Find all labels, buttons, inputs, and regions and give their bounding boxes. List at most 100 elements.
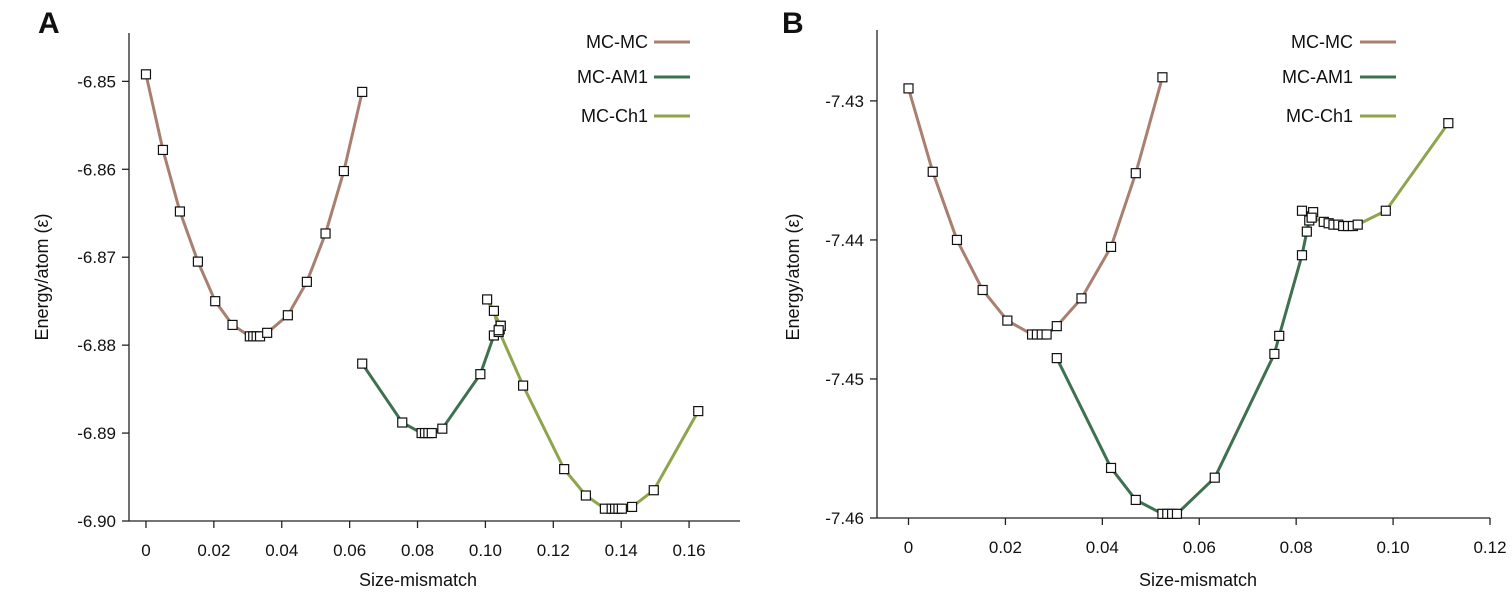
panel-b-markers-mc-mc [903, 72, 1168, 340]
panel-a-point-mc-ch1 [580, 490, 591, 501]
panel-a: A -6.85 -6.86 -6.87 -6.88 -6.89 -6.90 0 0.02 0.… [32, 7, 740, 590]
panel-a-x-tick-label: 0.16 [673, 541, 706, 560]
panel-b-point-mc-mc [977, 284, 988, 296]
panel-b-point-mc-mc [927, 166, 938, 177]
panel-b-point-mc-ch1 [1296, 205, 1308, 216]
panel-a-point-mc-ch1 [626, 501, 638, 513]
panel-b-y-ticks: -7.43 -7.44 -7.45 -7.46 [825, 92, 877, 528]
panel-b-markers-mc-ch1 [1296, 118, 1454, 232]
panel-a-markers-mc-ch1 [482, 294, 704, 514]
panel-a-legend: MC-MC MC-AM1 MC-Ch1 [577, 32, 690, 126]
panel-a-point-mc-mc [282, 310, 293, 321]
panel-a-point-mc-ch1 [616, 503, 627, 514]
panel-b-point-mc-am1 [1105, 462, 1117, 474]
panel-a-line-mc-am1 [360, 324, 503, 435]
panel-a-y-tick-label: -6.90 [77, 512, 116, 531]
panel-b-line-mc-am1 [1055, 210, 1315, 516]
panel-b-point-mc-ch1 [1443, 118, 1454, 129]
panel-b-point-mc-mc [903, 83, 914, 94]
panel-b-point-mc-mc [1002, 315, 1013, 326]
panel-b-x-tick-label: 0.06 [1183, 538, 1216, 557]
panel-a-point-mc-mc [210, 296, 221, 307]
panel-b-y-tick-label: -7.45 [825, 370, 864, 389]
panel-b-x-tick-label: 0.04 [1086, 538, 1119, 557]
panel-b-y-tick-label: -7.44 [825, 231, 864, 250]
panel-a-x-tick-label: 0.12 [537, 541, 570, 560]
panel-a-x-tick-label: 0.08 [401, 541, 434, 560]
panel-a-label: A [38, 7, 60, 40]
panel-b-x-tick-label: 0.12 [1473, 538, 1506, 557]
panel-a-x-tick-label: 0.02 [197, 541, 230, 560]
panel-a-x-ticks: 0 0.02 0.04 0.06 0.08 0.10 0.12 0.14 0.16 [141, 521, 706, 560]
panel-b-line-mc-ch1 [1300, 121, 1450, 228]
panel-a-point-mc-mc [140, 69, 152, 80]
panel-a-x-label: Size-mismatch [359, 570, 477, 590]
panel-a-point-mc-ch1 [648, 485, 659, 496]
panel-a-legend-mc-am1-label: MC-AM1 [577, 67, 648, 87]
panel-b-legend: MC-MC MC-AM1 MC-Ch1 [1282, 32, 1396, 126]
panel-b-legend-mc-am1-label: MC-AM1 [1282, 67, 1353, 87]
panel-b-point-mc-ch1 [1306, 212, 1317, 223]
panel-b-point-mc-am1 [1274, 330, 1285, 341]
panel-b-point-mc-am1 [1171, 508, 1183, 519]
panel-a-x-tick-label: 0 [141, 541, 150, 560]
panel-a-point-mc-mc [157, 144, 169, 156]
panel-b-label: B [782, 7, 804, 40]
panel-a-y-tick-label: -6.88 [77, 336, 116, 355]
panel-a-point-mc-ch1 [488, 305, 499, 316]
panel-b-point-mc-am1 [1051, 353, 1062, 364]
panel-b-x-label: Size-mismatch [1139, 570, 1257, 590]
panel-b-point-mc-mc [1105, 241, 1117, 252]
panel-a-point-mc-am1 [437, 423, 448, 434]
panel-a-point-mc-mc [320, 228, 331, 239]
panel-b-series [903, 72, 1454, 519]
panel-b-point-mc-am1 [1269, 348, 1280, 360]
panel-b-legend-mc-ch1-label: MC-Ch1 [1286, 106, 1353, 126]
panel-a-point-mc-ch1 [517, 380, 529, 391]
panel-b-point-mc-mc [1130, 168, 1141, 179]
panel-b-point-mc-am1 [1301, 226, 1312, 237]
panel-a-legend-mc-mc-label: MC-MC [586, 32, 648, 52]
panel-b-y-tick-label: -7.46 [825, 509, 864, 528]
panel-b-point-mc-mc [1076, 293, 1087, 304]
panel-a-y-tick-label: -6.89 [77, 424, 116, 443]
panel-a-point-mc-mc [192, 256, 204, 267]
panel-a-point-mc-ch1 [493, 325, 504, 336]
panel-a-point-mc-ch1 [693, 405, 704, 417]
panel-b-markers-mc-am1 [1051, 207, 1319, 519]
panel-b-x-tick-label: 0.10 [1377, 538, 1410, 557]
panel-a-point-mc-ch1 [482, 294, 493, 305]
panel-b-point-mc-am1 [1296, 250, 1308, 261]
panel-b: B -7.43 -7.44 -7.45 -7.46 0 0.02 0.04 0.06 0.08… [782, 7, 1507, 590]
panel-b-y-tick-label: -7.43 [825, 92, 864, 111]
panel-a-line-mc-mc [144, 72, 364, 338]
panel-a-point-mc-mc [301, 276, 312, 287]
panel-b-point-mc-am1 [1130, 494, 1141, 506]
panel-a-x-tick-label: 0.10 [469, 541, 502, 560]
panel-a-point-mc-mc [174, 206, 186, 217]
panel-a-y-ticks: -6.85 -6.86 -6.87 -6.88 -6.89 -6.90 [77, 72, 129, 531]
panel-a-line-mc-ch1 [485, 297, 700, 511]
panel-a-y-label: Energy/atom (ε) [32, 213, 52, 340]
panel-a-point-mc-mc [338, 165, 349, 177]
panel-b-point-mc-ch1 [1352, 219, 1363, 230]
panel-a-point-mc-mc [262, 327, 273, 338]
panel-a-point-mc-am1 [397, 417, 408, 428]
panel-b-point-mc-mc [951, 234, 963, 246]
panel-a-markers-mc-am1 [357, 320, 506, 439]
panel-a-point-mc-ch1 [559, 464, 570, 475]
panel-b-legend-mc-mc-label: MC-MC [1291, 32, 1353, 52]
panel-b-y-label: Energy/atom (ε) [783, 213, 803, 340]
panel-b-point-mc-mc [1041, 329, 1052, 340]
panel-b-x-tick-label: 0 [904, 538, 913, 557]
panel-a-point-mc-mc [227, 319, 238, 331]
panel-b-x-ticks: 0 0.02 0.04 0.06 0.08 0.10 0.12 [904, 518, 1507, 557]
panel-a-x-tick-label: 0.06 [333, 541, 366, 560]
panel-b-point-mc-mc [1051, 321, 1062, 332]
panel-a-y-tick-label: -6.86 [77, 160, 116, 179]
panel-b-line-mc-mc [907, 75, 1164, 336]
panel-a-legend-mc-ch1-label: MC-Ch1 [581, 106, 648, 126]
panel-a-y-tick-label: -6.87 [77, 248, 116, 267]
panel-a-markers-mc-mc [140, 69, 368, 342]
